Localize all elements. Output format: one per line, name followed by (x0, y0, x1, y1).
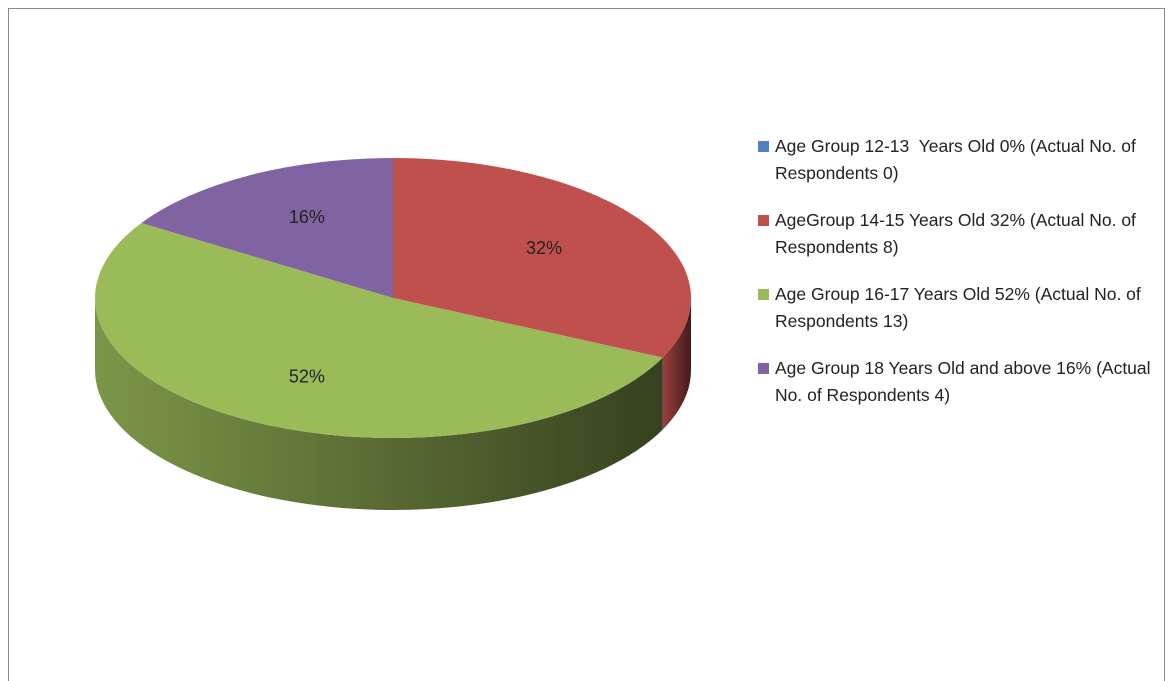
legend: Age Group 12-13 Years Old 0% (Actual No.… (758, 133, 1153, 429)
legend-entry: Age Group 18 Years Old and above 16% (Ac… (758, 355, 1153, 409)
slice-side (662, 298, 691, 430)
legend-label: Age Group 18 Years Old and above 16% (Ac… (775, 358, 1156, 405)
slice (95, 222, 663, 438)
legend-swatch (758, 289, 769, 300)
legend-swatch (758, 363, 769, 374)
legend-swatch (758, 141, 769, 152)
legend-entry: AgeGroup 14-15 Years Old 32% (Actual No.… (758, 207, 1153, 261)
slice (393, 158, 691, 358)
legend-entry: Age Group 16-17 Years Old 52% (Actual No… (758, 281, 1153, 335)
frame (8, 8, 1165, 681)
data-label: 16% (289, 207, 325, 227)
data-label: 52% (289, 366, 325, 386)
data-label: 32% (526, 238, 562, 258)
legend-label: Age Group 12-13 Years Old 0% (Actual No.… (775, 136, 1141, 183)
slice-side (94, 298, 663, 511)
legend-label: AgeGroup 14-15 Years Old 32% (Actual No.… (775, 210, 1141, 257)
legend-label: Age Group 16-17 Years Old 52% (Actual No… (775, 284, 1146, 331)
legend-entry: Age Group 12-13 Years Old 0% (Actual No.… (758, 133, 1153, 187)
legend-swatch (758, 215, 769, 226)
slice (141, 158, 393, 298)
